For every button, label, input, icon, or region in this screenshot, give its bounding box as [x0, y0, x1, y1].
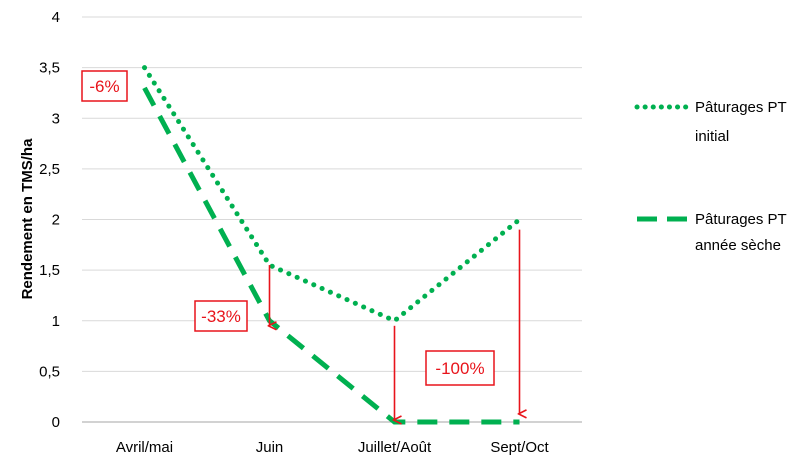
legend-label-line2: initial [695, 128, 729, 145]
annotation-minus-100: -100% [425, 350, 495, 386]
x-tick-label: Juin [256, 439, 284, 456]
annotation-text: -6% [89, 77, 119, 96]
y-tick-label: 4 [52, 9, 60, 26]
annotation-box [194, 300, 248, 332]
annotation-box [425, 350, 495, 386]
y-axis-ticks: 0 0,5 1 1,5 2 2,5 3 3,5 4 [39, 9, 60, 431]
y-tick-label: 0,5 [39, 363, 60, 380]
annotation-minus-33: -33% [194, 300, 248, 332]
annotation-text: -33% [201, 307, 241, 326]
x-tick-label: Juillet/Août [358, 439, 432, 456]
legend-label-line1: Pâturages PT [695, 99, 787, 116]
x-tick-label: Sept/Oct [490, 439, 549, 456]
annotation-box [81, 70, 128, 102]
grid-lines [82, 16, 582, 372]
legend-label-line2: année sèche [695, 237, 781, 254]
y-tick-label: 3 [52, 110, 60, 127]
y-tick-label: 2,5 [39, 161, 60, 178]
y-tick-label: 2 [52, 212, 60, 229]
series-line-dry-year [142, 86, 520, 425]
x-tick-label: Avril/mai [116, 439, 173, 456]
series-line-initial [142, 65, 522, 324]
x-axis-ticks: Avril/mai Juin Juillet/Août Sept/Oct [116, 439, 550, 456]
y-tick-label: 1,5 [39, 262, 60, 279]
annotation-minus-6: -6% [81, 70, 128, 102]
y-axis-label: Rendement en TMS/ha [19, 138, 36, 300]
annotation-text: -100% [435, 359, 484, 378]
legend-item-initial: Pâturages PT initial [634, 99, 787, 145]
y-tick-label: 3,5 [39, 60, 60, 77]
annotation-arrows [270, 229, 520, 420]
y-tick-label: 1 [52, 313, 60, 330]
legend: Pâturages PT initial Pâturages PT année … [634, 99, 787, 254]
legend-label-line1: Pâturages PT [695, 211, 787, 228]
y-tick-label: 0 [52, 414, 60, 431]
legend-item-dry-year: Pâturages PT année sèche [637, 211, 787, 254]
